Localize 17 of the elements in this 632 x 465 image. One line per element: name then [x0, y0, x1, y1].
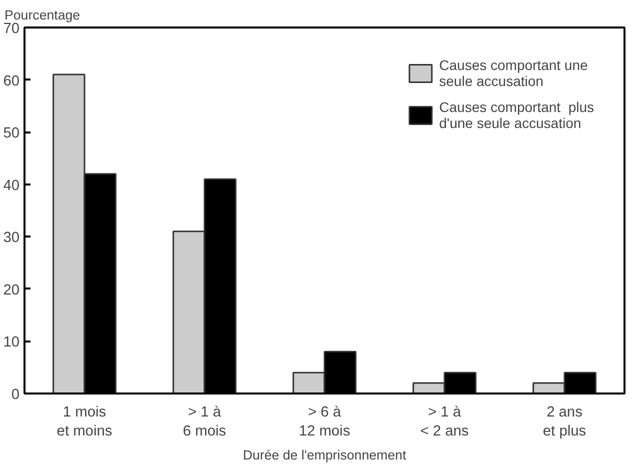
- y-tick-label: 40: [3, 178, 20, 194]
- legend-label: Causes comportant une seule accusation: [439, 57, 588, 89]
- y-tick-label: 30: [3, 230, 20, 246]
- x-axis-title: Durée de l'emprisonnement: [242, 448, 406, 463]
- y-tick-label: 0: [11, 387, 20, 403]
- y-tick-label: 70: [3, 21, 20, 37]
- x-tick-label: > 1 à < 2 ans: [420, 404, 469, 440]
- y-tick-label: 10: [3, 334, 20, 351]
- legend-label: Causes comportant plus d'une seule accusation: [439, 99, 594, 131]
- x-tick-label: > 6 à 12 mois: [298, 404, 350, 440]
- x-tick-label: 2 ans et plus: [542, 404, 586, 440]
- y-tick-label: 50: [3, 126, 20, 142]
- y-tick-label: 20: [3, 282, 20, 298]
- y-axis-title: Pourcentage: [4, 8, 80, 22]
- x-tick-label: > 1 à 6 mois: [182, 404, 226, 440]
- y-tick-label: 60: [3, 73, 20, 90]
- x-tick-label: 1 mois et moins: [56, 404, 112, 440]
